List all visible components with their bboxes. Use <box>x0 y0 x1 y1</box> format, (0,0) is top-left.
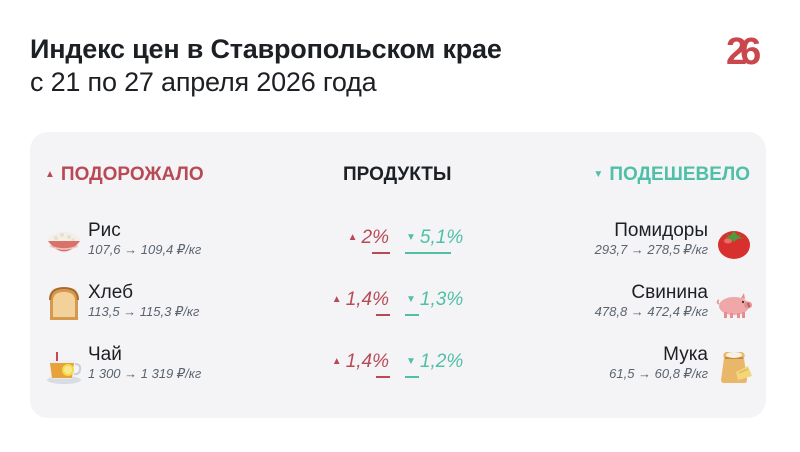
product-price-rise: 107,6 → 109,4 ₽/кг <box>88 242 202 257</box>
flour-sack-icon <box>721 352 752 383</box>
product-price-drop: 293,7 → 278,5 ₽/кг <box>594 242 708 257</box>
column-header-rises: ▲ ПОДОРОЖАЛО <box>45 164 204 186</box>
product-name-drop: Мука <box>663 344 708 365</box>
tea-cup-icon <box>47 352 82 384</box>
product-name-rise: Чай <box>88 344 122 365</box>
triangle-up-icon: ▲ <box>45 169 55 180</box>
rise-percent-value: 2% <box>361 227 389 248</box>
column-header-products: ПРОДУКТЫ <box>343 164 452 185</box>
drop-bar <box>405 376 419 378</box>
product-price-drop: 478,8 → 472,4 ₽/кг <box>594 304 708 319</box>
drop-percent: ▼ 1,3% <box>406 289 463 311</box>
column-header-rises-label: ПОДОРОЖАЛО <box>60 164 204 185</box>
rise-percent: ▲ 1,4% <box>332 289 389 311</box>
tomato-icon <box>718 231 750 259</box>
triangle-down-icon: ▼ <box>593 169 604 180</box>
column-header-drops: ▼ ПОДЕШЕВЕЛО <box>593 164 750 186</box>
product-price-drop: 61,5 → 60,8 ₽/кг <box>609 366 708 381</box>
triangle-down-icon: ▼ <box>406 232 416 243</box>
product-price-rise: 113,5 → 115,3 ₽/кг <box>88 304 200 319</box>
price-row: Рис 107,6 → 109,4 ₽/кг ▲ 2% ▼ 5,1% Помидор… <box>0 218 800 274</box>
rise-percent: ▲ 2% <box>348 227 389 249</box>
product-name-rise: Рис <box>88 220 121 241</box>
page-title: Индекс цен в Ставропольском крае <box>30 34 502 64</box>
product-name-drop: Свинина <box>631 282 708 303</box>
bread-icon <box>49 286 79 320</box>
rise-percent-value: 1,4% <box>345 289 389 310</box>
drop-bar <box>405 314 419 316</box>
drop-percent-value: 1,2% <box>419 351 464 372</box>
triangle-down-icon: ▼ <box>406 356 416 367</box>
rise-bar <box>376 314 390 316</box>
product-price-rise: 1 300 → 1 319 ₽/кг <box>88 366 202 381</box>
pig-icon <box>716 293 752 318</box>
product-name-drop: Помидоры <box>614 220 708 241</box>
drop-percent-value: 1,3% <box>419 289 464 310</box>
triangle-up-icon: ▲ <box>331 356 342 367</box>
rise-bar <box>376 376 390 378</box>
logo-26-text: 26 <box>726 31 760 70</box>
price-row: Чай 1 300 → 1 319 ₽/кг ▲ 1,4% ▼ 1,2% Мука … <box>0 342 800 398</box>
drop-percent: ▼ 5,1% <box>406 227 463 249</box>
rise-percent-value: 1,4% <box>345 351 389 372</box>
page-subtitle: с 21 по 27 апреля 2026 года <box>30 67 377 97</box>
drop-bar <box>405 252 451 254</box>
price-index-card <box>30 132 766 418</box>
product-name-rise: Хлеб <box>88 282 133 303</box>
rice-bowl-icon <box>48 232 80 252</box>
price-row: Хлеб 113,5 → 115,3 ₽/кг ▲ 1,4% ▼ 1,3% Свин… <box>0 280 800 336</box>
drop-percent: ▼ 1,2% <box>406 351 463 373</box>
rise-percent: ▲ 1,4% <box>332 351 389 373</box>
triangle-down-icon: ▼ <box>406 294 416 305</box>
drop-percent-value: 5,1% <box>419 227 464 248</box>
logo-26: 26 <box>726 31 767 70</box>
triangle-up-icon: ▲ <box>347 232 358 243</box>
rise-bar <box>372 252 390 254</box>
column-header-drops-label: ПОДЕШЕВЕЛО <box>609 164 750 185</box>
triangle-up-icon: ▲ <box>331 294 342 305</box>
